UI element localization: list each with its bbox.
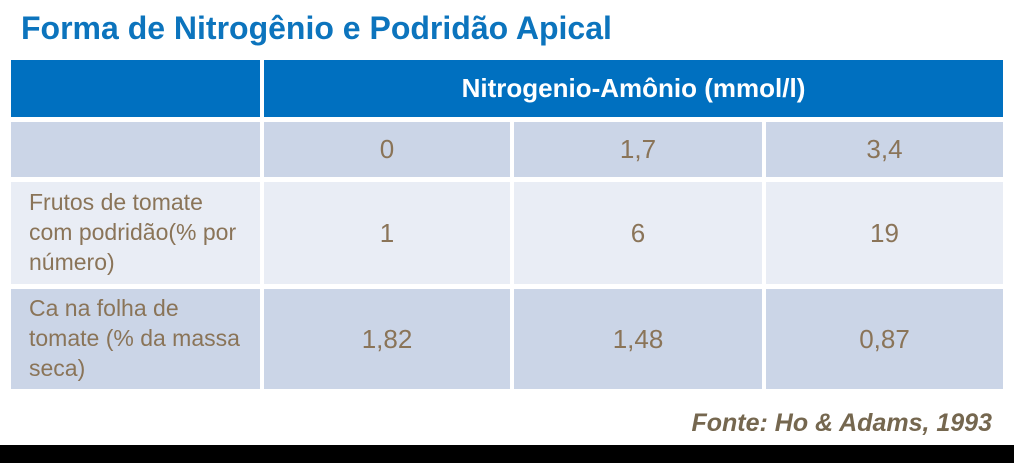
dose-value-cell: 1,7: [514, 122, 762, 177]
row-label-frutos-podridao: Frutos de tomate com podridão(% por núme…: [11, 182, 260, 284]
source-citation: Fonte: Ho & Adams, 1993: [691, 409, 992, 437]
value-cell: 19: [766, 182, 1003, 284]
footer-bar: [0, 445, 1014, 463]
value-cell: 1,82: [264, 289, 510, 389]
dose-value-cell: 3,4: [766, 122, 1003, 177]
row-label-ca-folha: Ca na folha de tomate (% da massa seca): [11, 289, 260, 389]
table-header-group-cell: Nitrogenio-Amônio (mmol/l): [264, 60, 1003, 117]
value-cell: 1,48: [514, 289, 762, 389]
table-header-corner-cell: [11, 60, 260, 117]
value-cell: 0,87: [766, 289, 1003, 389]
data-table: Nitrogenio-Amônio (mmol/l) 0 1,7 3,4 Fru…: [11, 60, 1003, 389]
value-cell: 6: [514, 182, 762, 284]
dose-value-cell: 0: [264, 122, 510, 177]
dose-row-label-cell: [11, 122, 260, 177]
value-cell: 1: [264, 182, 510, 284]
slide-title: Forma de Nitrogênio e Podridão Apical: [21, 10, 612, 46]
